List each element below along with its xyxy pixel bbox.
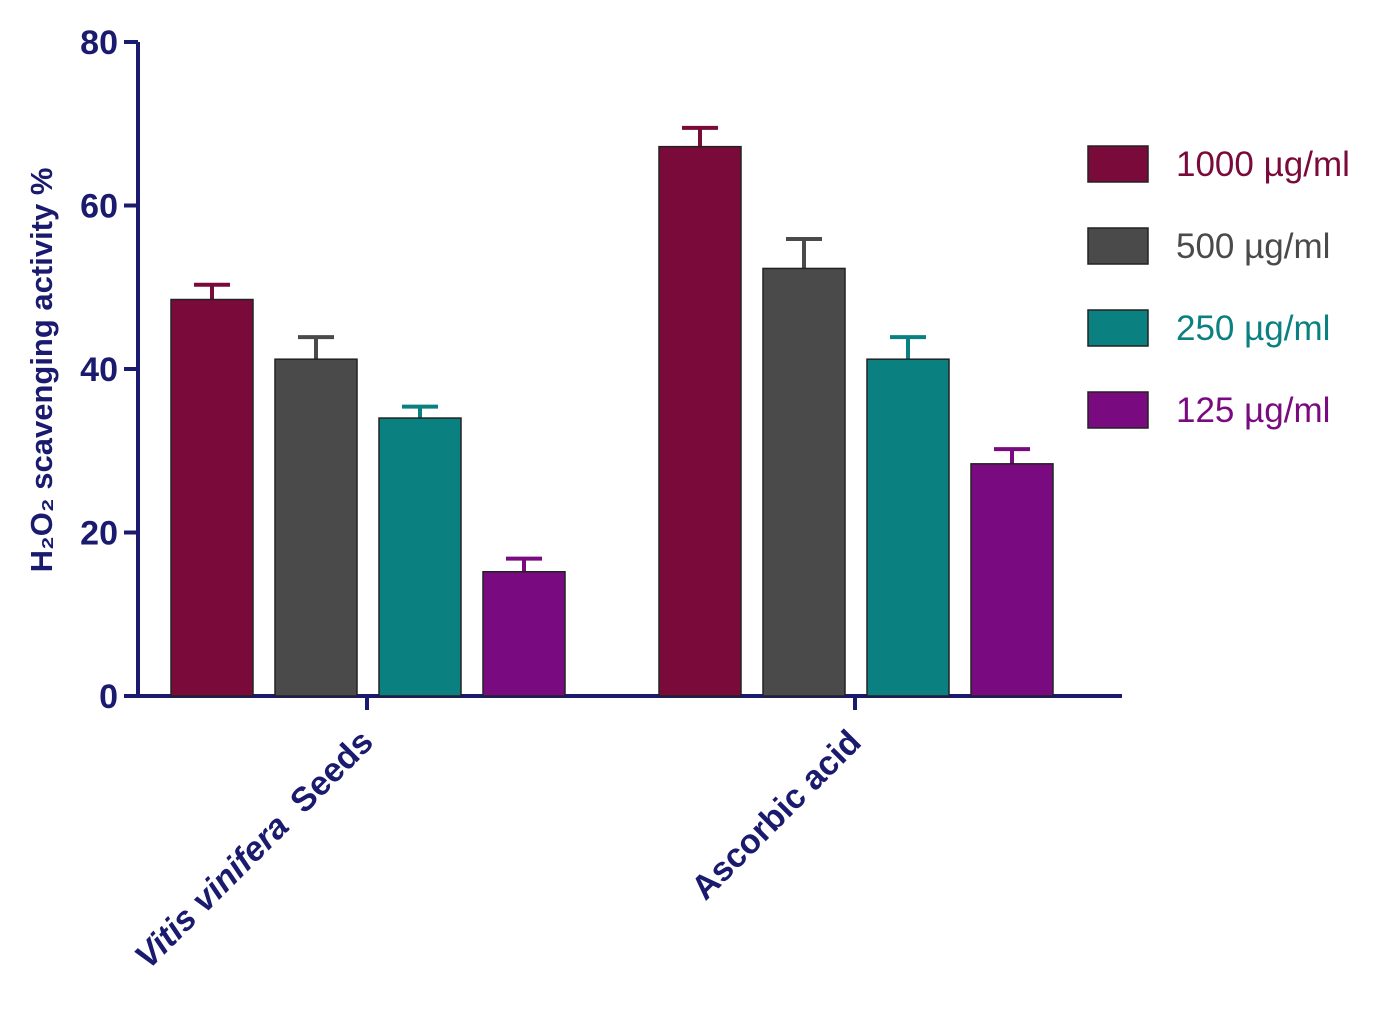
category-label-italic-part: Vitis vinifera: [128, 794, 310, 976]
bar: [274, 358, 358, 697]
bar: [866, 358, 950, 697]
legend-label: 1000 µg/ml: [1176, 145, 1350, 184]
category-labels: Vitis vinifera Seeds Ascorbic acid: [128, 723, 869, 976]
y-tick-label: 0: [99, 678, 118, 716]
y-tick-label: 60: [80, 188, 118, 226]
y-axis-title: H₂O₂ scavenging activity %: [24, 168, 59, 573]
category-label-part: Seeds: [283, 723, 381, 821]
y-tick-label: 20: [80, 515, 118, 553]
bar: [482, 570, 566, 697]
legend-label: 250 µg/ml: [1176, 309, 1330, 348]
y-tick-label: 80: [80, 24, 118, 62]
legend: 1000 µg/ml 500 µg/ml 250 µg/ml 125 µg/ml: [1087, 145, 1350, 430]
bar: [970, 463, 1054, 697]
bar: [762, 267, 846, 697]
legend-label: 500 µg/ml: [1176, 227, 1330, 266]
legend-swatch: [1087, 391, 1149, 429]
y-axis-title-group: H₂O₂ scavenging activity %: [24, 168, 59, 573]
bar: [170, 298, 254, 697]
legend-swatch: [1087, 227, 1149, 265]
legend-swatch: [1087, 309, 1149, 347]
legend-label: 125 µg/ml: [1176, 391, 1330, 430]
category-label: Ascorbic acid: [684, 723, 869, 908]
legend-swatch: [1087, 145, 1149, 183]
bar: [658, 145, 742, 697]
bars: [170, 125, 1054, 697]
y-tick-label: 40: [80, 351, 118, 389]
category-label: Vitis vinifera Seeds: [128, 723, 381, 976]
bar: [378, 417, 462, 697]
